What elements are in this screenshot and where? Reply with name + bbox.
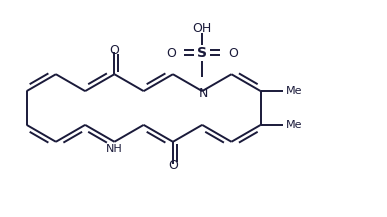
Text: OH: OH [193,21,212,35]
Text: O: O [110,44,119,58]
Text: O: O [228,47,238,60]
Text: Me: Me [286,86,302,96]
Text: S: S [197,46,207,60]
Text: N: N [199,87,208,100]
Text: Me: Me [286,120,302,130]
Text: NH: NH [106,144,123,154]
Text: O: O [166,47,176,60]
Text: O: O [168,159,178,172]
